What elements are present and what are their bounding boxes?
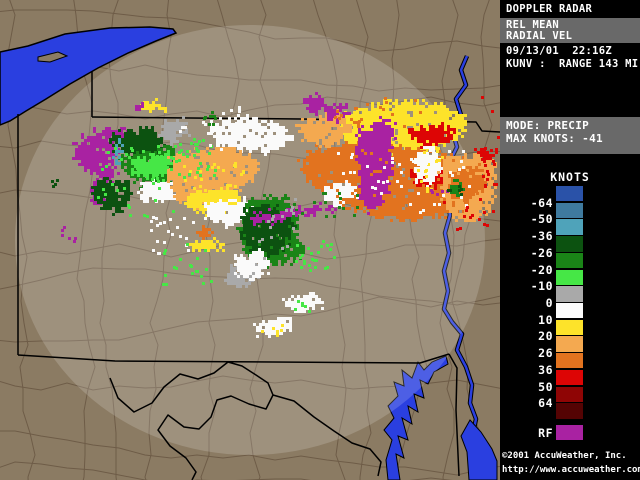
- max-knots-label: MAX KNOTS: -41: [506, 132, 603, 145]
- legend-rf-label: RF: [538, 426, 553, 440]
- mode-label: MODE: PRECIP: [506, 119, 590, 132]
- legend-tick-label: 50: [538, 379, 553, 394]
- legend-tick-label: -26: [530, 245, 553, 260]
- legend-tick-label: -36: [530, 229, 553, 244]
- status-band: [500, 117, 640, 154]
- legend-tick-label: -50: [530, 212, 553, 227]
- legend-swatch: [556, 202, 583, 219]
- legend-tick-label: 64: [538, 396, 553, 411]
- legend-swatch: [556, 403, 583, 419]
- legend-swatch: [556, 386, 583, 402]
- legend-swatch: [556, 236, 583, 252]
- legend-tick-label: 36: [538, 362, 553, 377]
- copyright-text: ©2001 AccuWeather, Inc.: [502, 451, 627, 461]
- legend-swatch: [556, 269, 583, 285]
- station-range: KUNV : RANGE 143 MI.: [506, 58, 640, 70]
- legend-title: KNOTS: [550, 170, 590, 184]
- velocity-legend: -64 -50 -36 -26 -20 -10 0 10 20 26 36 50 64 RF: [500, 0, 640, 480]
- legend-swatch: [556, 186, 583, 202]
- info-panel: DOPPLER RADAR REL MEAN RADIAL VEL 09/13/…: [500, 0, 640, 480]
- legend-swatch-rf: [556, 425, 583, 440]
- legend-tick-label: -20: [530, 262, 553, 277]
- radar-map: [0, 0, 500, 480]
- radar-echoes: [51, 92, 500, 338]
- timestamp: 09/13/01 22:16Z: [506, 45, 612, 57]
- delaware-bay: [460, 419, 498, 480]
- legend-swatch: [556, 319, 583, 336]
- legend-tick-label: -10: [530, 279, 553, 294]
- legend-swatch: [556, 353, 583, 369]
- legend-tick-label: 20: [538, 329, 553, 344]
- erie-island: [37, 51, 69, 63]
- legend-tick-label: 26: [538, 346, 553, 361]
- legend-tick-label: 10: [538, 312, 553, 327]
- legend-swatch: [556, 369, 583, 386]
- app-title: DOPPLER RADAR: [506, 3, 593, 15]
- product-name-line2: RADIAL VEL: [506, 30, 573, 42]
- website-url: http://www.accuweather.com: [502, 465, 640, 475]
- product-band: [500, 18, 640, 43]
- chesapeake-bay: [383, 355, 449, 480]
- legend-swatch: [556, 252, 583, 269]
- product-name-line1: REL MEAN: [506, 19, 559, 31]
- legend-swatch: [556, 286, 583, 302]
- legend-tick-label: 0: [545, 295, 553, 310]
- legend-swatch: [556, 219, 583, 235]
- legend-swatch: [556, 302, 583, 319]
- legend-tick-label: -64: [530, 195, 553, 210]
- legend-swatch: [556, 336, 583, 352]
